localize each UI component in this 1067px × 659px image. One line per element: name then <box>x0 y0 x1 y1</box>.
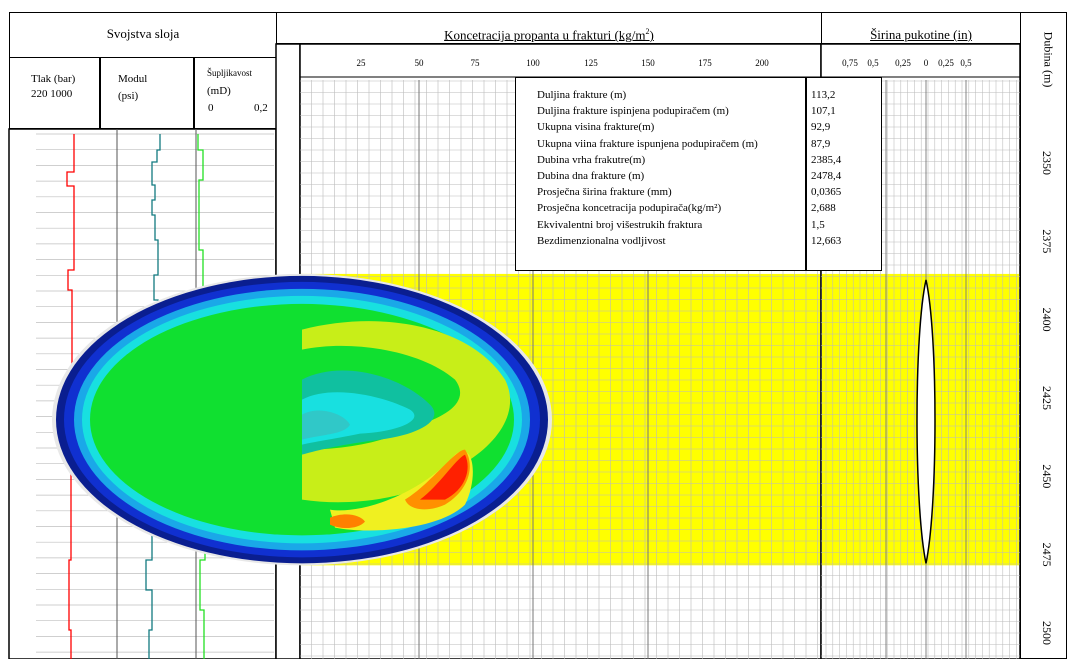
summary-value: 2385,4 <box>811 153 842 166</box>
summary-divider <box>805 77 807 271</box>
width-tick-label: 0,75 <box>842 58 858 68</box>
layer-props-title: Svojstva sloja <box>106 26 180 41</box>
summary-label: Ekvivalentni broj višestrukih fraktura <box>537 218 703 231</box>
summary-value: 0,0365 <box>811 186 842 199</box>
width-tick-label: 0 <box>924 58 929 68</box>
track-divider-2 <box>193 57 195 129</box>
fracture-cyan-core <box>302 410 350 440</box>
fracture-red <box>420 454 468 500</box>
summary-label: Dubina vrha frakutre(m) <box>537 153 646 166</box>
depth-tick-label: 2425 <box>1040 386 1054 410</box>
summary-value: 2,688 <box>811 202 836 215</box>
pressure-label: Tlak (bar) <box>31 73 76 85</box>
porosity-min: 0 <box>208 102 214 114</box>
conc-tick-label: 100 <box>526 58 540 68</box>
summary-label: Bezdimenzionalna vodljivost <box>537 234 666 247</box>
width-tick-label: 0,25 <box>895 58 911 68</box>
conc-tick-label: 150 <box>641 58 655 68</box>
conc-tick-label: 25 <box>357 58 367 68</box>
summary-box <box>515 77 882 271</box>
depth-tick-label: 2350 <box>1040 151 1054 175</box>
width-tick-label: 0,25 <box>938 58 954 68</box>
concentration-title: Koncetracija propanta u frakturi (kg/m2) <box>444 27 654 43</box>
conc-tick-label: 75 <box>471 58 481 68</box>
summary-value: 1,5 <box>811 218 825 231</box>
conc-tick-label: 125 <box>584 58 598 68</box>
fracture-orange-small <box>330 514 365 529</box>
pressure-range: 220 1000 <box>31 88 73 100</box>
modulus-unit: (psi) <box>118 90 139 102</box>
conc-tick-label: 50 <box>415 58 425 68</box>
depth-tick-label: 2375 <box>1040 229 1054 253</box>
summary-label: Dubina dna frakture (m) <box>537 170 645 182</box>
width-tick-label: 0,5 <box>960 58 972 68</box>
depth-tick-label: 2450 <box>1040 464 1054 488</box>
summary-value: 113,2 <box>811 89 836 101</box>
conc-tick-label: 175 <box>698 58 712 68</box>
summary-value: 107,1 <box>811 105 836 118</box>
summary-label: Duljina frakture ispinjena podupiračem (… <box>537 105 729 118</box>
summary-value: 12,663 <box>811 234 842 247</box>
summary-label: Ukupna viina frakture ispunjena podupira… <box>537 137 758 150</box>
depth-tick-label: 2400 <box>1040 308 1054 332</box>
summary-value: 87,9 <box>811 137 831 150</box>
summary-value: 2478,4 <box>811 170 842 182</box>
track-divider-1 <box>99 57 101 129</box>
summary-label: Ukupna visina frakture(m) <box>537 121 655 134</box>
porosity-max: 0,2 <box>254 102 268 114</box>
width-tick-label: 0,5 <box>867 58 879 68</box>
fracture-yellow <box>330 451 473 531</box>
depth-tick-label: 2500 <box>1040 621 1054 645</box>
summary-label: Prosječna koncetracija podupirača(kg/m²) <box>537 202 722 215</box>
summary-label: Duljina frakture (m) <box>537 89 627 101</box>
porosity-unit: (mD) <box>207 85 231 97</box>
porosity-label: Šupljikavost <box>207 68 253 78</box>
summary-value: 92,9 <box>811 121 831 134</box>
modulus-label: Modul <box>118 73 148 85</box>
summary-label: Prosječna širina frakture (mm) <box>537 186 672 199</box>
pressure-curve <box>66 134 75 659</box>
depth-tick-label: 2475 <box>1040 543 1054 567</box>
conc-tick-label: 200 <box>755 58 769 68</box>
width-title: Širina pukotine (in) <box>870 27 972 42</box>
fracture-orange <box>405 449 470 510</box>
width-profile <box>916 279 936 564</box>
